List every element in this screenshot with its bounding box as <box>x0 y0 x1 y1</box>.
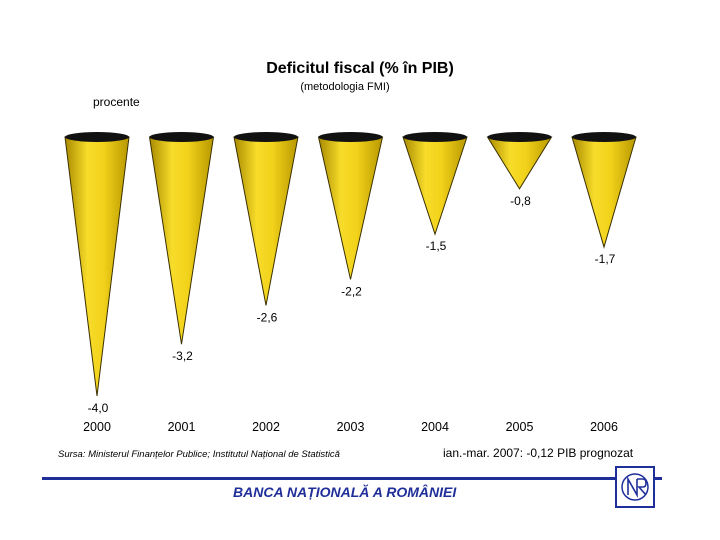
x-tick-label-2000: 2000 <box>83 420 111 434</box>
cone-bar-2000 <box>64 136 130 397</box>
x-tick-label-2004: 2004 <box>421 420 449 434</box>
value-label-2002: -2,6 <box>257 310 278 324</box>
y-axis-unit-label: procente <box>93 95 140 109</box>
value-label-2003: -2,2 <box>341 284 362 298</box>
cone-top-2000 <box>65 132 129 142</box>
cone-bar-2004 <box>402 136 468 236</box>
cone-bar-2006 <box>571 136 637 249</box>
footer-divider <box>42 477 662 480</box>
cone-top-2001 <box>149 132 214 142</box>
forecast-note: ian.-mar. 2007: -0,12 PIB prognozat <box>443 446 634 460</box>
cone-bar-2001 <box>148 136 215 345</box>
cone-top-2003 <box>318 132 383 142</box>
x-tick-label-2005: 2005 <box>506 420 534 434</box>
cone-top-2004 <box>403 132 467 142</box>
cone-top-2002 <box>234 132 298 142</box>
x-tick-label-2002: 2002 <box>252 420 280 434</box>
source-note: Sursa: Ministerul Finanțelor Publice; In… <box>58 449 340 460</box>
value-label-2005: -0,8 <box>510 194 531 208</box>
bank-name: BANCA NAȚIONALĂ A ROMÂNIEI <box>233 484 457 500</box>
value-label-2006: -1,7 <box>595 252 616 266</box>
value-label-2004: -1,5 <box>426 239 447 253</box>
cone-bar-2005 <box>486 136 553 190</box>
value-label-2000: -4,0 <box>88 401 109 415</box>
cone-bar-2003 <box>317 136 384 280</box>
chart-subtitle: (metodologia FMI) <box>300 81 390 93</box>
x-tick-label-2003: 2003 <box>337 420 365 434</box>
cone-top-2005 <box>487 132 552 142</box>
bnr-logo-icon <box>615 466 655 508</box>
chart-title: Deficitul fiscal (% în PIB) <box>266 60 454 77</box>
x-tick-label-2001: 2001 <box>168 420 196 434</box>
cone-bar-2002 <box>233 136 299 306</box>
value-label-2001: -3,2 <box>172 349 193 363</box>
cone-top-2006 <box>572 132 636 142</box>
x-tick-label-2006: 2006 <box>590 420 618 434</box>
